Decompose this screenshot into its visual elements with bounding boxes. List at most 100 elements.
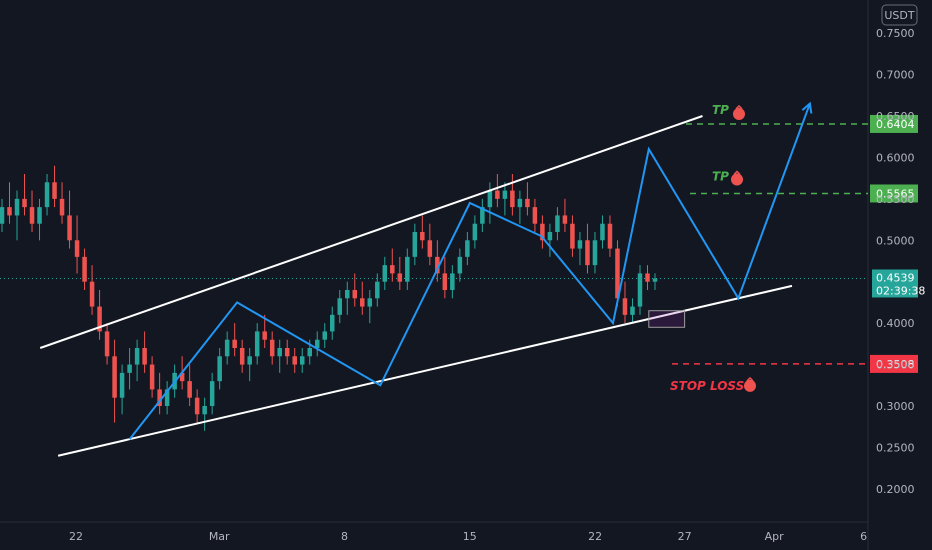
money-bag-icon [731, 170, 743, 186]
candle [555, 207, 560, 241]
candle [217, 348, 222, 390]
candle [345, 281, 350, 315]
candle [7, 182, 12, 224]
x-tick-label: 15 [463, 530, 477, 543]
y-tick-label: 0.6500 [876, 110, 915, 123]
candle [502, 182, 508, 216]
candle [0, 198, 5, 232]
candle [532, 198, 538, 232]
candle [592, 232, 598, 274]
x-tick-label: 22 [69, 530, 83, 543]
currency-label: USDT [884, 9, 915, 22]
candle [615, 240, 620, 307]
candle [495, 174, 500, 208]
candle [299, 348, 305, 373]
y-tick-label: 0.5000 [876, 234, 915, 247]
candle [510, 174, 515, 216]
price-level: 0.5565 TP [690, 169, 918, 203]
candle [562, 198, 568, 232]
candle [314, 331, 320, 357]
candle [209, 372, 215, 415]
x-tick-label: 27 [678, 530, 692, 543]
stop-icon [744, 376, 756, 392]
candle [427, 223, 433, 266]
candle [465, 232, 470, 266]
x-tick-label: Mar [209, 530, 230, 543]
projection-arrowhead [801, 101, 813, 114]
y-tick-label: 0.3500 [876, 359, 915, 372]
level-annotation: STOP LOSS [670, 379, 744, 393]
candle [457, 248, 463, 282]
current-price-badge: 0.4539 02:39:38 [872, 269, 925, 298]
candle [450, 265, 455, 299]
candle [585, 223, 590, 274]
candle [480, 198, 485, 232]
channel-lower-line [57, 284, 793, 457]
candle [487, 182, 493, 224]
candle [630, 298, 635, 324]
candle [652, 273, 658, 290]
candle [97, 290, 102, 340]
candle [420, 215, 425, 249]
candles [0, 165, 658, 431]
candle [37, 198, 42, 241]
price-level: 0.3508 STOP LOSS [670, 354, 918, 393]
projection-path [128, 103, 811, 440]
candle [645, 265, 650, 290]
candle [405, 248, 410, 290]
candle [435, 240, 440, 282]
x-axis-ticks: 22 Mar 8 15 22 27 Apr 6 [69, 530, 867, 543]
y-tick-label: 0.6000 [876, 151, 915, 164]
candle [194, 389, 200, 423]
candle [517, 190, 523, 224]
candle [367, 290, 373, 324]
candle [262, 314, 267, 348]
candle [397, 256, 403, 290]
candle [74, 215, 80, 274]
level-price-label: 0.6404 [876, 118, 915, 131]
candle [525, 182, 530, 216]
candle [239, 339, 245, 373]
level-price-label: 0.3508 [876, 358, 915, 371]
candle [142, 331, 147, 373]
current-price-value: 0.4539 [876, 271, 915, 284]
y-tick-label: 0.5500 [876, 193, 915, 206]
level-annotation: TP [712, 169, 729, 183]
candle [637, 265, 643, 315]
candle [284, 339, 290, 365]
candle [330, 306, 335, 340]
candle [187, 364, 192, 406]
candle [382, 256, 388, 290]
candle [112, 339, 117, 423]
y-tick-label: 0.2500 [876, 441, 915, 454]
candle [44, 174, 50, 216]
y-tick-label: 0.7500 [876, 27, 915, 40]
candle [67, 190, 72, 249]
candle [570, 215, 575, 257]
candle [547, 223, 553, 257]
candle [224, 331, 230, 365]
y-tick-label: 0.2000 [876, 483, 915, 496]
x-tick-label: 8 [341, 530, 348, 543]
candle [577, 232, 583, 266]
candle [14, 190, 20, 241]
y-tick-label: 0.7000 [876, 69, 915, 82]
candle [292, 348, 297, 373]
x-tick-label: Apr [765, 530, 785, 543]
trendlines [39, 115, 793, 457]
candle [412, 223, 418, 266]
currency-badge[interactable]: USDT [881, 4, 918, 26]
candle [29, 190, 35, 232]
candle [157, 372, 162, 415]
candle [375, 273, 380, 307]
channel-upper-line [39, 115, 703, 349]
candle [622, 281, 628, 324]
candle [59, 182, 65, 224]
candle [254, 323, 260, 365]
projection [128, 101, 813, 440]
candle [352, 273, 358, 307]
candle [52, 165, 57, 208]
candle [600, 215, 605, 249]
y-tick-label: 0.4000 [876, 317, 915, 330]
